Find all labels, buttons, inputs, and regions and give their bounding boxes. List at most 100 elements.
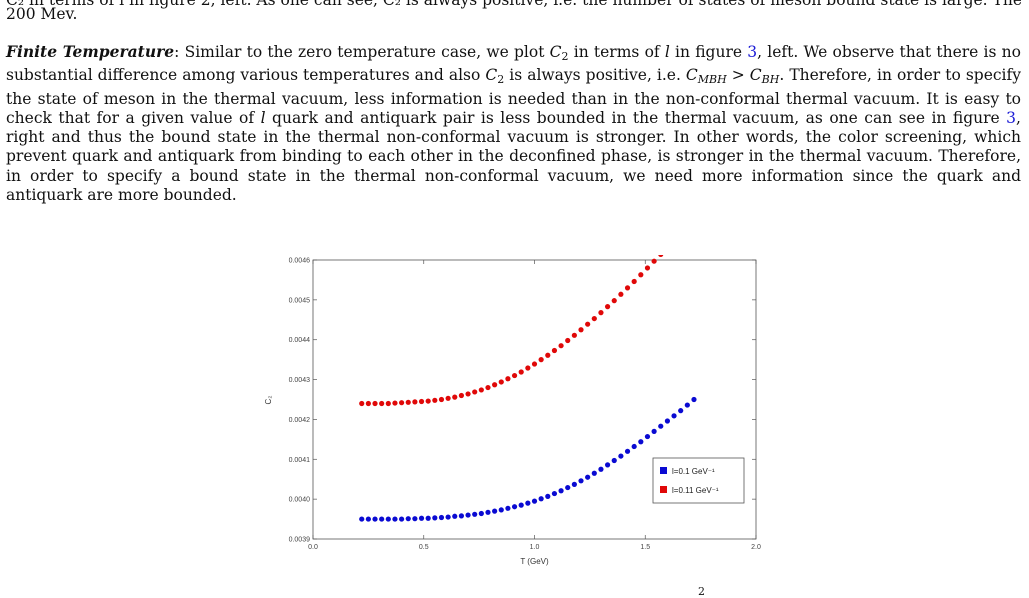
series-2-point-30 [558,343,564,349]
series-2-point-11 [432,397,438,403]
series-1-point-40 [624,448,631,454]
series-1-point-16 [465,512,471,518]
series-1-point-38 [611,457,617,464]
series-2-point-4 [385,400,391,407]
y-tick-label-6: 0.0045 [289,297,311,304]
series-1-point-26 [531,498,538,504]
series-2-point-34 [585,321,591,327]
series-1-point-24 [518,502,524,508]
series-2-point-0 [359,400,365,407]
series-2-point-38 [611,298,617,304]
series-1-point-9 [418,515,425,521]
series-1-point-15 [458,513,465,519]
series-2-point-18 [478,387,484,393]
y-tick-label-1: 0.0040 [289,497,311,504]
c2-vs-temperature-chart: 0.0 0.5 1.0 1.5 2.0 0.0039 0.0040 0.0041 0.0042 0… [264,255,761,566]
series-2-point-19 [485,384,491,391]
series-2-point-29 [551,347,558,354]
x-tick-label-1: 0.5 [419,544,429,551]
series-1-point-3 [379,516,385,522]
series-2-point-33 [578,327,584,333]
tick-labels: 0.0 0.5 1.0 1.5 2.0 0.0039 0.0040 0.0041 0.0042 0… [289,258,761,552]
series-1-point-32 [571,481,577,487]
series-2-point-32 [571,332,577,338]
series-1-point-41 [631,443,637,450]
symbol-greater-than: > [726,66,750,85]
series-2-point-25 [525,365,531,371]
paragraph-text: in terms of [568,43,665,61]
caption-fragment: 2 [698,585,705,598]
paragraph-text: , right and thus the bound state in the … [6,108,1021,205]
series-1-point-12 [438,514,445,521]
series-1-point-13 [445,514,451,520]
x-tick-label-0: 0.0 [308,544,318,551]
series-1-point-14 [452,513,458,519]
series-1-point-6 [399,516,405,522]
series-1-point-31 [565,484,571,491]
series-2-point-1 [365,400,371,407]
paragraph-text: is always positive, i.e. [504,66,686,85]
series-2-point-7 [405,399,411,405]
series-1-point-0 [359,516,365,522]
figure-reference[interactable]: 3 [747,43,758,61]
series-1-point-37 [604,462,611,468]
finite-temperature-paragraph: Finite Temperature: Similar to the zero … [6,42,1021,205]
legend-box [652,457,745,504]
paragraph-text: , left. We observe that there is no subs… [6,43,1021,85]
series-2-point-12 [438,396,445,403]
series-2-point-39 [618,291,624,297]
y-tick-label-2: 0.0041 [289,457,311,464]
series-1-point-27 [538,496,544,502]
series-1-point-50 [691,396,697,403]
figure-reference[interactable]: 3 [1006,108,1017,127]
paragraph-text: in figure [669,43,748,61]
series-1-point-8 [412,516,418,522]
series-2-point-6 [399,400,405,406]
series-2-point-44 [651,258,657,264]
series-2-point-3 [379,400,385,407]
paragraph-heading: Finite Temperature [6,42,175,61]
series-1-point-21 [498,507,504,513]
series-2-point-21 [498,379,504,385]
paragraph-text: . Therefore, in order to specify the sta… [6,66,1022,127]
series-1-point-18 [478,510,484,517]
series-2-point-40 [624,285,631,291]
series-1-point-43 [644,433,651,440]
legend-swatch-blue [660,467,667,474]
x-tick-label-4: 2.0 [751,544,761,551]
series-2-point-5 [392,400,398,406]
axis-ticks [312,259,757,540]
symbol-c2: C2 [549,43,569,63]
series-2-point-8 [412,399,418,405]
y-tick-label-4: 0.0043 [289,377,311,384]
series-1-point-11 [432,515,438,521]
series-1-point-19 [485,509,491,515]
series-1-point-7 [405,516,411,522]
series-2-point-41 [631,278,637,285]
series-2-point-9 [418,398,425,405]
series-2-point-16 [465,391,471,397]
series-2-point-37 [604,304,611,310]
series-2-point-35 [591,315,597,322]
series-1-point-42 [638,439,644,445]
y-tick-label-5: 0.0044 [289,337,311,344]
series-1-point-34 [585,474,591,480]
series-2-point-22 [505,376,511,382]
symbol-c-bh: CBH [749,66,780,87]
series-2-point-31 [565,337,571,344]
series-1-point-20 [492,508,498,514]
y-tick-label-7: 0.0046 [289,258,311,265]
series-1-point-22 [505,505,511,511]
symbol-c2: C2 [485,66,505,87]
series-1-point-36 [598,466,604,472]
series-2-point-36 [598,310,604,316]
series-1-point-39 [618,453,624,459]
previous-paragraph-tail: C₂ in terms of l in figure 2, left. As o… [6,0,1021,9]
series-1-point-44 [651,428,657,434]
y-tick-label-3: 0.0042 [289,417,311,424]
series-1-point-45 [658,423,664,429]
series-1-point-10 [425,515,431,521]
series-1-point-2 [372,516,378,522]
series-1-point-1 [365,516,371,522]
series-1-point-46 [664,418,670,424]
